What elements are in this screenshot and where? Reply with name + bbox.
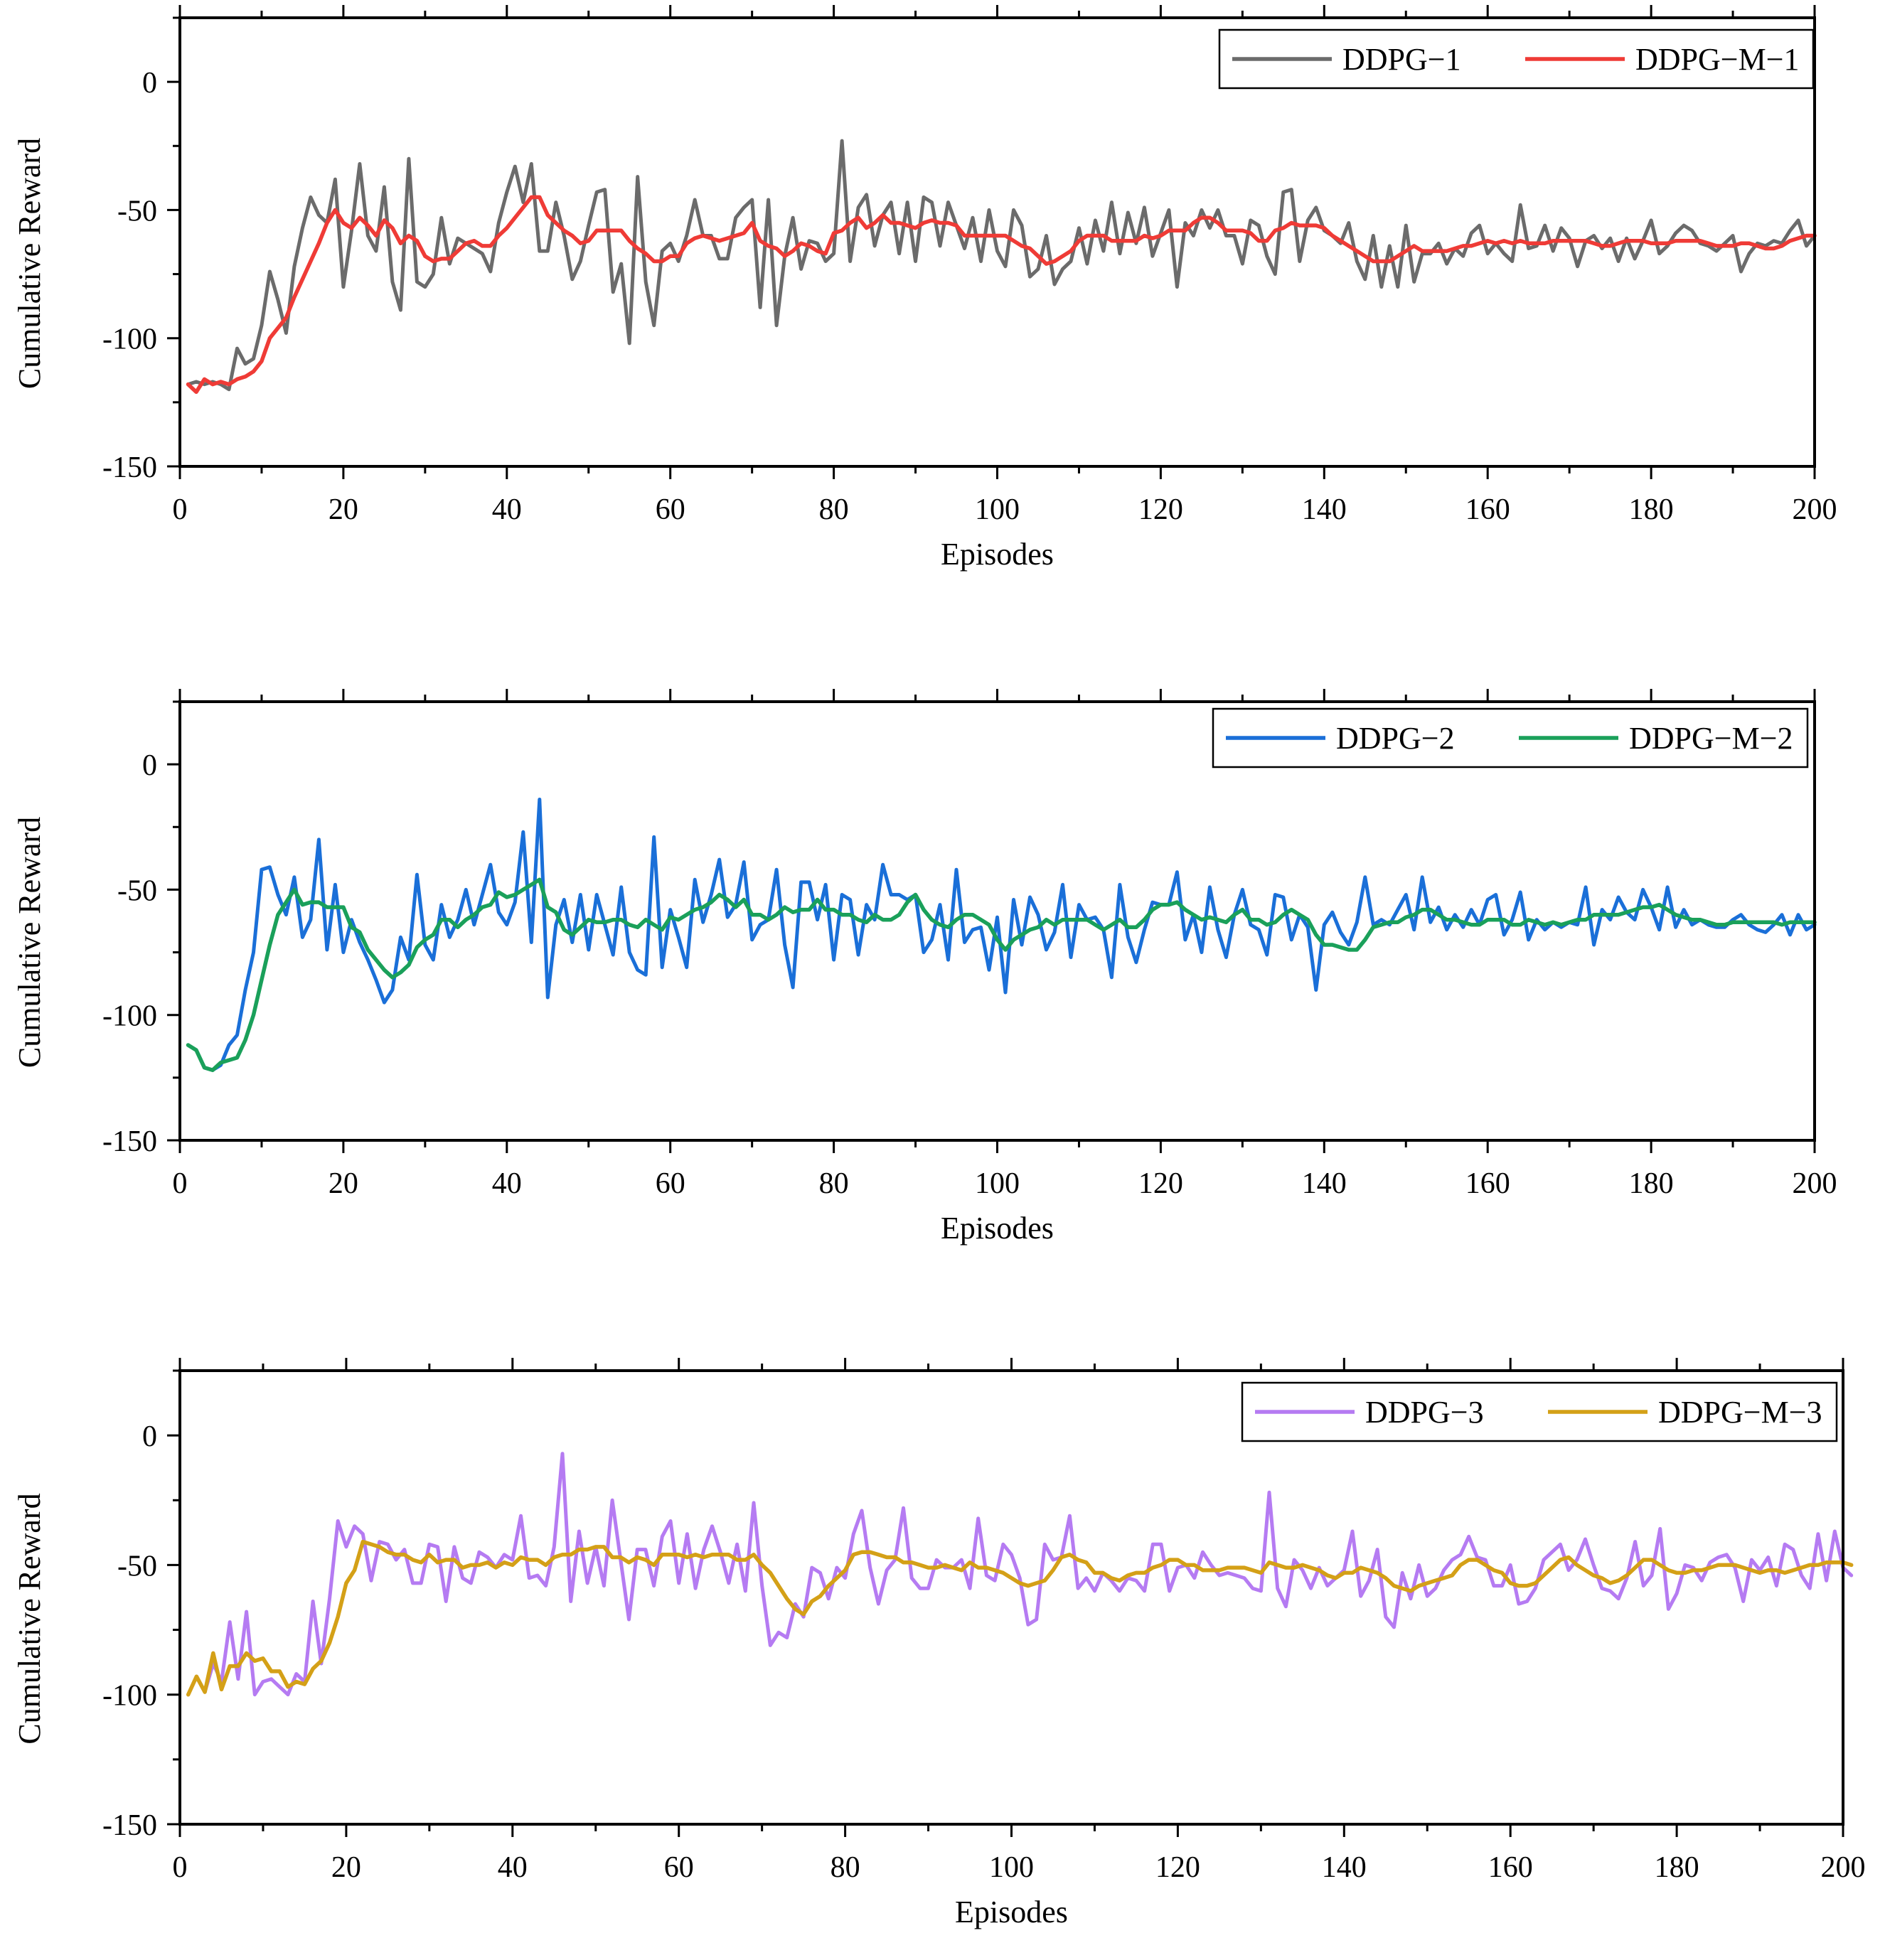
x-axis-title: Episodes: [941, 1211, 1054, 1246]
x-tick-label: 180: [1629, 1167, 1674, 1200]
y-tick-label: 0: [142, 749, 157, 782]
x-tick-label: 20: [331, 1851, 361, 1884]
y-tick-label: -100: [102, 323, 157, 356]
x-tick-label: 60: [664, 1851, 694, 1884]
chart-panel-1: 0 20 40 60 80 100 120 140 160 180 200 0 -50 -100 -150 E…: [12, 5, 1837, 572]
x-tick-label: 120: [1138, 1167, 1183, 1200]
legend-label: DDPG−3: [1365, 1395, 1484, 1430]
x-tick-label: 100: [975, 493, 1020, 526]
x-tick-label: 60: [656, 493, 685, 526]
x-axis-title: Episodes: [955, 1895, 1068, 1929]
legend-label: DDPG−M−2: [1629, 721, 1793, 756]
x-tick-label: 180: [1655, 1851, 1699, 1884]
legend: DDPG−1 DDPG−M−1: [1218, 28, 1815, 90]
x-tick-label: 80: [819, 493, 849, 526]
x-tick-label: 100: [989, 1851, 1034, 1884]
x-tick-label: 0: [173, 1851, 188, 1884]
legend: DDPG−3 DDPG−M−3: [1241, 1381, 1838, 1442]
x-tick-label: 160: [1465, 1167, 1510, 1200]
legend: DDPG−2 DDPG−M−2: [1212, 707, 1809, 769]
chart-panel-2: 0 20 40 60 80 100 120 140 160 180 200 0 -50 -100 -150 E…: [12, 689, 1837, 1246]
y-tick-label: -150: [102, 1125, 157, 1158]
y-tick-label: 0: [142, 1420, 157, 1453]
series-line-ddpg-m-2: [186, 877, 1817, 1073]
x-tick-label: 120: [1155, 1851, 1200, 1884]
legend-label: DDPG−1: [1342, 42, 1461, 77]
x-tick-label: 80: [831, 1851, 860, 1884]
y-axis-title: Cumulative Reward: [12, 1493, 47, 1744]
y-tick-label: -50: [117, 195, 157, 227]
x-tick-label: 140: [1302, 493, 1347, 526]
y-tick-label: -100: [102, 1680, 157, 1713]
x-tick-label: 40: [492, 493, 522, 526]
x-tick-label: 20: [329, 493, 358, 526]
series-line-ddpg-2: [186, 798, 1817, 1072]
x-tick-label: 60: [656, 1167, 685, 1200]
x-axis-title: Episodes: [941, 537, 1054, 572]
series-line-ddpg-m-1: [186, 195, 1817, 395]
x-tick-label: 160: [1465, 493, 1510, 526]
chart-panel-3: 0 20 40 60 80 100 120 140 160 180 200 0 -50 -100 -150 E…: [12, 1358, 1866, 1929]
y-axis-title: Cumulative Reward: [12, 138, 47, 389]
y-tick-label: -100: [102, 1000, 157, 1033]
series-line-ddpg-1: [186, 139, 1817, 392]
x-tick-label: 180: [1629, 493, 1674, 526]
x-tick-label: 140: [1322, 1851, 1367, 1884]
series-line-ddpg-3: [186, 1452, 1854, 1697]
x-tick-label: 100: [975, 1167, 1020, 1200]
x-tick-label: 40: [492, 1167, 522, 1200]
x-tick-label: 0: [173, 493, 188, 526]
x-tick-label: 0: [173, 1167, 188, 1200]
x-tick-label: 20: [329, 1167, 358, 1200]
x-tick-label: 80: [819, 1167, 849, 1200]
x-tick-label: 200: [1821, 1851, 1866, 1884]
y-axis-title: Cumulative Reward: [12, 817, 47, 1068]
y-tick-label: 0: [142, 67, 157, 100]
x-tick-label: 40: [498, 1851, 528, 1884]
legend-label: DDPG−2: [1336, 721, 1455, 756]
x-tick-label: 200: [1793, 493, 1837, 526]
x-tick-label: 200: [1793, 1167, 1837, 1200]
legend-label: DDPG−M−3: [1658, 1395, 1822, 1430]
y-tick-label: -150: [102, 1809, 157, 1842]
series-line-ddpg-m-3: [186, 1539, 1854, 1697]
legend-label: DDPG−M−1: [1635, 42, 1800, 77]
x-tick-label: 120: [1138, 493, 1183, 526]
x-tick-label: 140: [1302, 1167, 1347, 1200]
x-tick-label: 160: [1488, 1851, 1533, 1884]
y-tick-label: -150: [102, 451, 157, 484]
y-tick-label: -50: [117, 874, 157, 907]
y-tick-label: -50: [117, 1550, 157, 1583]
